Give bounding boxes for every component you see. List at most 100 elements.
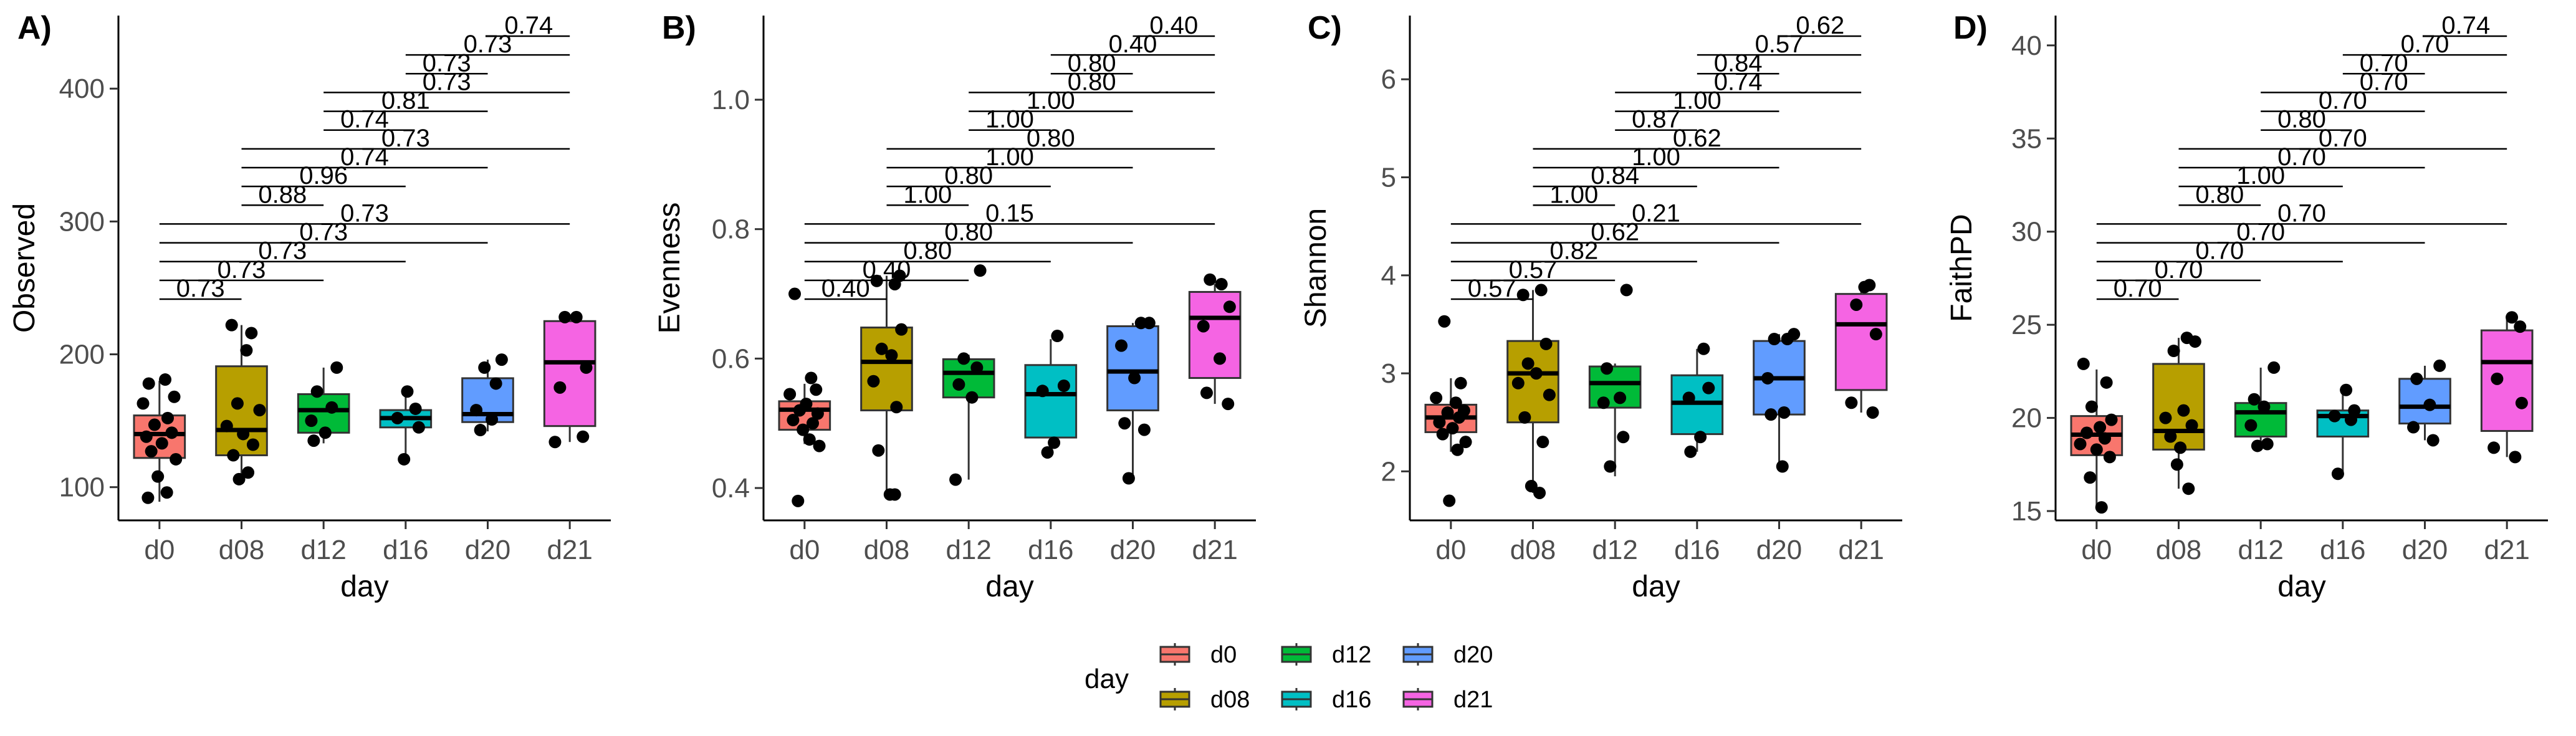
data-point — [2248, 393, 2261, 406]
data-point — [1694, 431, 1707, 444]
comparison-bracket: 0.80 — [2261, 106, 2343, 133]
data-point — [1048, 436, 1061, 449]
legend-key-d21 — [1402, 688, 1434, 710]
comparison-bracket: 0.40 — [1132, 12, 1215, 39]
panel-tag: D) — [1953, 10, 1988, 46]
data-point — [1430, 391, 1443, 404]
data-point — [1222, 398, 1235, 411]
p-value-label: 0.70 — [2401, 31, 2449, 58]
data-point — [783, 388, 797, 401]
comparison-bracket: 0.73 — [159, 199, 570, 227]
data-point — [1036, 385, 1049, 398]
data-point — [2182, 482, 2195, 495]
y-tick-label: 1.0 — [712, 85, 750, 115]
box-d08 — [1506, 290, 1559, 493]
data-point — [2345, 413, 2357, 426]
p-value-label: 1.00 — [1632, 143, 1680, 171]
box-body — [942, 358, 995, 399]
y-tick-label: 0.8 — [712, 214, 750, 245]
p-value-label: 0.57 — [1509, 256, 1558, 284]
box-body — [1024, 364, 1078, 439]
data-point — [1781, 333, 1794, 346]
comparison-bracket: 0.40 — [804, 275, 887, 302]
data-point — [2100, 376, 2113, 389]
data-point — [1137, 423, 1151, 436]
data-point — [2177, 404, 2190, 417]
x-axis-title: day — [2277, 570, 2325, 603]
comparison-bracket: 0.70 — [2096, 275, 2179, 302]
data-point — [888, 488, 901, 501]
data-point — [1536, 436, 1549, 449]
p-value-label: 0.84 — [1714, 49, 1763, 77]
comparison-bracket: 0.80 — [804, 219, 1133, 246]
y-tick-label: 100 — [59, 472, 105, 503]
legend-key-d0 — [1159, 643, 1190, 666]
data-point — [872, 444, 885, 457]
y-tick-label: 3 — [1381, 358, 1396, 389]
p-value-label: 0.87 — [1632, 106, 1680, 133]
data-point — [1682, 391, 1695, 404]
comparison-bracket: 0.70 — [2261, 68, 2507, 95]
box-body — [2480, 329, 2534, 433]
p-value-label: 0.40 — [1149, 12, 1198, 39]
p-value-label: 0.74 — [504, 12, 553, 39]
data-point — [1530, 367, 1543, 380]
data-point — [1436, 428, 1449, 441]
legend-key-d20 — [1402, 643, 1434, 666]
data-point — [1197, 320, 1210, 333]
comparison-bracket: 1.00 — [1533, 143, 1779, 171]
data-point — [1511, 376, 1525, 390]
comparison-bracket: 0.80 — [886, 162, 1051, 189]
panel-tag: C) — [1308, 10, 1342, 46]
data-point — [2433, 359, 2446, 372]
comparison-bracket: 0.15 — [804, 199, 1215, 227]
data-point — [1614, 391, 1627, 404]
data-point — [952, 378, 965, 391]
p-value-label: 0.80 — [2277, 106, 2326, 133]
data-point — [2090, 443, 2103, 456]
data-point — [1697, 342, 1710, 355]
p-value-label: 0.62 — [1673, 125, 1721, 152]
y-axis-title: Shannon — [1300, 208, 1333, 328]
comparison-bracket: 0.84 — [1533, 162, 1697, 189]
data-point — [811, 407, 824, 420]
p-value-label: 0.84 — [1591, 162, 1639, 189]
data-point — [318, 426, 332, 439]
comparison-bracket: 0.73 — [405, 49, 488, 77]
x-tick-label: d08 — [219, 535, 264, 565]
box-d21 — [2480, 317, 2534, 457]
data-point — [2188, 335, 2201, 348]
x-tick-label: d20 — [1110, 535, 1156, 565]
y-tick-label: 2 — [1381, 456, 1396, 487]
data-point — [1764, 408, 1778, 421]
comparison-bracket: 0.57 — [1450, 256, 1616, 284]
data-point — [1057, 380, 1070, 392]
x-tick-label: d08 — [864, 535, 909, 565]
p-value-label: 0.80 — [2195, 181, 2244, 208]
data-point — [1533, 486, 1546, 499]
legend-label-d21: d21 — [1453, 687, 1493, 713]
data-point — [1684, 445, 1697, 458]
data-point — [409, 402, 422, 415]
comparison-bracket: 0.73 — [159, 219, 488, 246]
data-point — [1543, 388, 1556, 401]
data-point — [570, 310, 583, 323]
comparison-bracket: 1.00 — [969, 87, 1133, 115]
data-point — [225, 318, 238, 332]
box-d21 — [1834, 285, 1888, 413]
p-value-label: 0.80 — [1027, 125, 1075, 152]
data-point — [227, 449, 240, 462]
legend-label-d20: d20 — [1453, 642, 1493, 668]
p-value-label: 0.73 — [464, 31, 512, 58]
data-point — [245, 327, 258, 340]
comparison-bracket: 0.70 — [2096, 256, 2261, 284]
data-point — [2080, 426, 2094, 439]
data-point — [148, 418, 161, 431]
comparison-bracket: 0.40 — [804, 256, 969, 284]
comparison-bracket: 0.82 — [1450, 237, 1697, 265]
data-point — [232, 472, 246, 485]
box-d12 — [1588, 363, 1642, 477]
comparison-bracket: 0.80 — [886, 125, 1215, 152]
data-point — [1866, 406, 1879, 419]
data-point — [1446, 422, 1459, 435]
